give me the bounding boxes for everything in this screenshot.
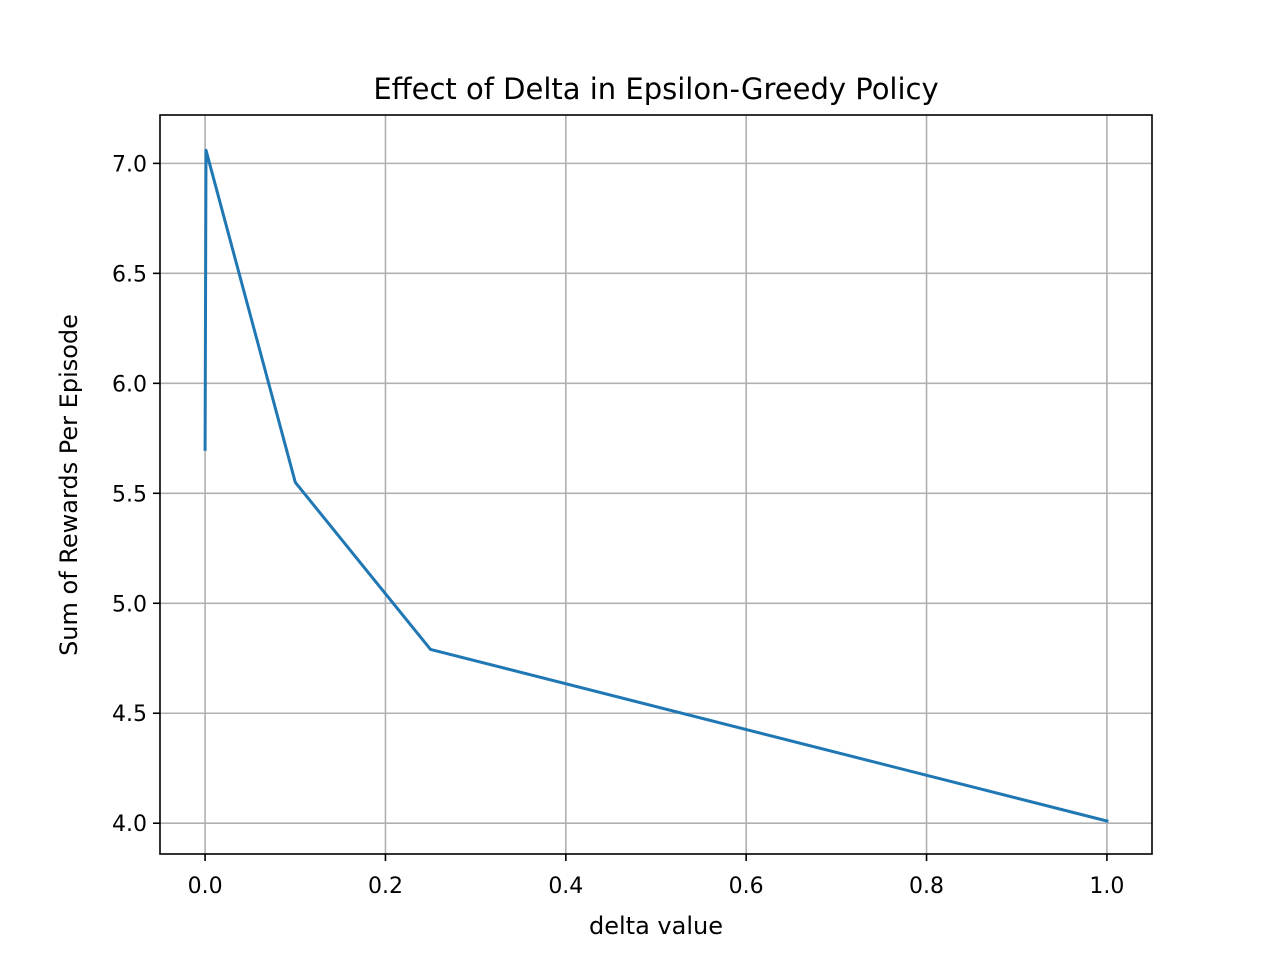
x-axis-label: delta value: [589, 912, 723, 940]
x-tick-label: 0.4: [548, 874, 583, 899]
y-tick-label: 6.0: [112, 372, 147, 397]
y-tick-label: 6.5: [112, 262, 147, 287]
x-tick-label: 0.2: [368, 874, 403, 899]
x-tick-label: 0.8: [909, 874, 944, 899]
series-lines: [203, 148, 1109, 823]
grid-lines: [160, 115, 1152, 854]
y-tick-label: 5.0: [112, 592, 147, 617]
x-tick-label: 0.0: [188, 874, 223, 899]
y-axis-label: Sum of Rewards Per Episode: [55, 314, 83, 656]
y-tick-label: 5.5: [112, 482, 147, 507]
y-tick-label: 4.0: [112, 812, 147, 837]
chart-title: Effect of Delta in Epsilon-Greedy Policy: [373, 72, 938, 106]
axis-ticks: 0.0 0.2 0.4 0.6 0.8 1.0 4.0 4.5 5.0 5.5 6.0 6.5 7.0: [112, 152, 1124, 899]
y-tick-label: 4.5: [112, 702, 147, 727]
y-tick-label: 7.0: [112, 152, 147, 177]
plot-frame: [159, 114, 1153, 855]
x-tick-label: 1.0: [1089, 874, 1124, 899]
series-line: [203, 148, 1109, 823]
x-tick-label: 0.6: [729, 874, 764, 899]
